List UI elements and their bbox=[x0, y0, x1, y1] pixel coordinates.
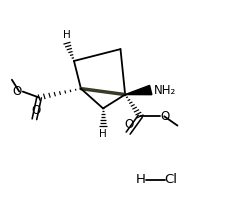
Text: H: H bbox=[63, 30, 71, 40]
Text: Cl: Cl bbox=[164, 173, 177, 186]
Text: NH₂: NH₂ bbox=[154, 84, 176, 97]
Text: O: O bbox=[12, 85, 22, 98]
Text: H: H bbox=[99, 129, 107, 139]
Text: H: H bbox=[135, 173, 145, 186]
Text: O: O bbox=[125, 118, 134, 131]
Text: O: O bbox=[161, 110, 170, 123]
Text: O: O bbox=[31, 104, 40, 117]
Polygon shape bbox=[125, 85, 152, 95]
